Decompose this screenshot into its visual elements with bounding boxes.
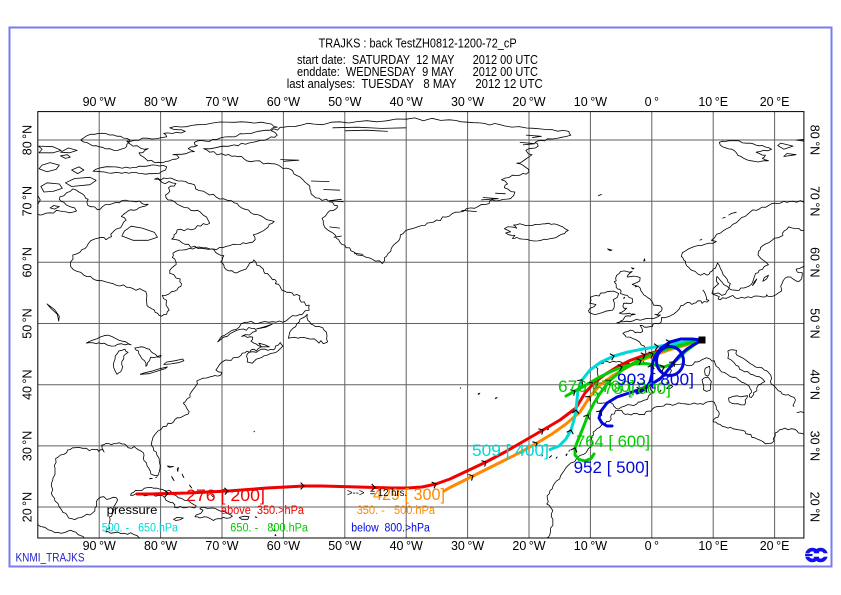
svg-text:30 °W: 30 °W — [451, 539, 484, 553]
svg-text:70 °N: 70 °N — [21, 186, 35, 216]
svg-text:10 °E: 10 °E — [698, 539, 728, 553]
svg-text:0 °: 0 ° — [645, 95, 659, 109]
svg-text:90 °W: 90 °W — [83, 95, 116, 109]
svg-text:276 [ 200]: 276 [ 200] — [186, 487, 265, 505]
svg-text:952 [ 500]: 952 [ 500] — [574, 459, 650, 477]
svg-text:903 [ 800]: 903 [ 800] — [617, 371, 694, 389]
svg-text:70 °W: 70 °W — [205, 95, 238, 109]
svg-text:60 °W: 60 °W — [267, 95, 300, 109]
svg-text:50 °W: 50 °W — [328, 539, 361, 553]
svg-text:start date: SATURDAY 12 MAY: start date: SATURDAY 12 MAY 2012 00 UTC — [297, 53, 538, 67]
svg-text:500. - 650.hPa: 500. - 650.hPa — [102, 523, 179, 535]
svg-text:80 °N: 80 °N — [21, 125, 35, 155]
svg-text:KNMI_TRAJKS: KNMI_TRAJKS — [16, 551, 85, 565]
svg-text:last analyses: TUESDAY 8 MA: last analyses: TUESDAY 8 MAY 2012 12 UTC — [287, 77, 543, 91]
svg-text:70 °N: 70 °N — [808, 186, 822, 216]
svg-text:80 °W: 80 °W — [144, 95, 177, 109]
svg-text:80 °W: 80 °W — [144, 539, 177, 553]
svg-text:TRAJKS : back TestZH0812-1200-: TRAJKS : back TestZH0812-1200-72_cP — [319, 37, 517, 51]
svg-text:60 °N: 60 °N — [808, 247, 822, 277]
svg-text:10 °W: 10 °W — [574, 539, 607, 553]
svg-text:40 °N: 40 °N — [808, 369, 822, 399]
svg-text:above 350.>hPa: above 350.>hPa — [221, 505, 305, 517]
svg-text:below 800.>hPa: below 800.>hPa — [351, 523, 430, 535]
svg-text:676 [ 700]: 676 [ 700] — [558, 378, 635, 396]
svg-text:60 °N: 60 °N — [21, 247, 35, 277]
svg-text:10 °E: 10 °E — [698, 95, 728, 109]
svg-text:20 °E: 20 °E — [760, 539, 790, 553]
svg-text:70 °W: 70 °W — [205, 539, 238, 553]
svg-text:20 °W: 20 °W — [512, 539, 545, 553]
svg-text:50 °N: 50 °N — [21, 308, 35, 338]
svg-text:40 °W: 40 °W — [390, 539, 423, 553]
svg-text:429 [ 300]: 429 [ 300] — [373, 486, 445, 504]
svg-text:50 °W: 50 °W — [328, 95, 361, 109]
svg-text:578 [ 800]: 578 [ 800] — [594, 380, 671, 398]
svg-text:>--> = 12 hrs.: >--> = 12 hrs. — [347, 487, 407, 499]
svg-text:90 °W: 90 °W — [83, 539, 116, 553]
svg-text:20 °E: 20 °E — [760, 95, 790, 109]
svg-text:30 °W: 30 °W — [451, 95, 484, 109]
svg-text:60 °W: 60 °W — [267, 539, 300, 553]
svg-text:20 °N: 20 °N — [21, 492, 35, 522]
svg-text:20 °N: 20 °N — [808, 492, 822, 522]
svg-text:50 °N: 50 °N — [808, 308, 822, 338]
svg-text:10 °W: 10 °W — [574, 95, 607, 109]
svg-text:enddate: WEDNESDAY 9 MAY: enddate: WEDNESDAY 9 MAY 2012 00 UTC — [297, 65, 538, 79]
svg-text:20 °W: 20 °W — [512, 95, 545, 109]
svg-text:764 [ 600]: 764 [ 600] — [576, 433, 650, 451]
svg-text:650. - 800.hPa: 650. - 800.hPa — [230, 523, 308, 535]
svg-text:40 °W: 40 °W — [390, 95, 423, 109]
svg-text:pressure: pressure — [107, 505, 158, 517]
svg-text:80 °N: 80 °N — [808, 125, 822, 155]
svg-text:350. - 500.hPa: 350. - 500.hPa — [357, 505, 436, 517]
svg-text:40 °N: 40 °N — [21, 369, 35, 399]
svg-text:0 °: 0 ° — [645, 539, 659, 553]
svg-text:30 °N: 30 °N — [808, 431, 822, 461]
svg-text:30 °N: 30 °N — [21, 431, 35, 461]
svg-text:509 [ 400]: 509 [ 400] — [472, 442, 549, 460]
